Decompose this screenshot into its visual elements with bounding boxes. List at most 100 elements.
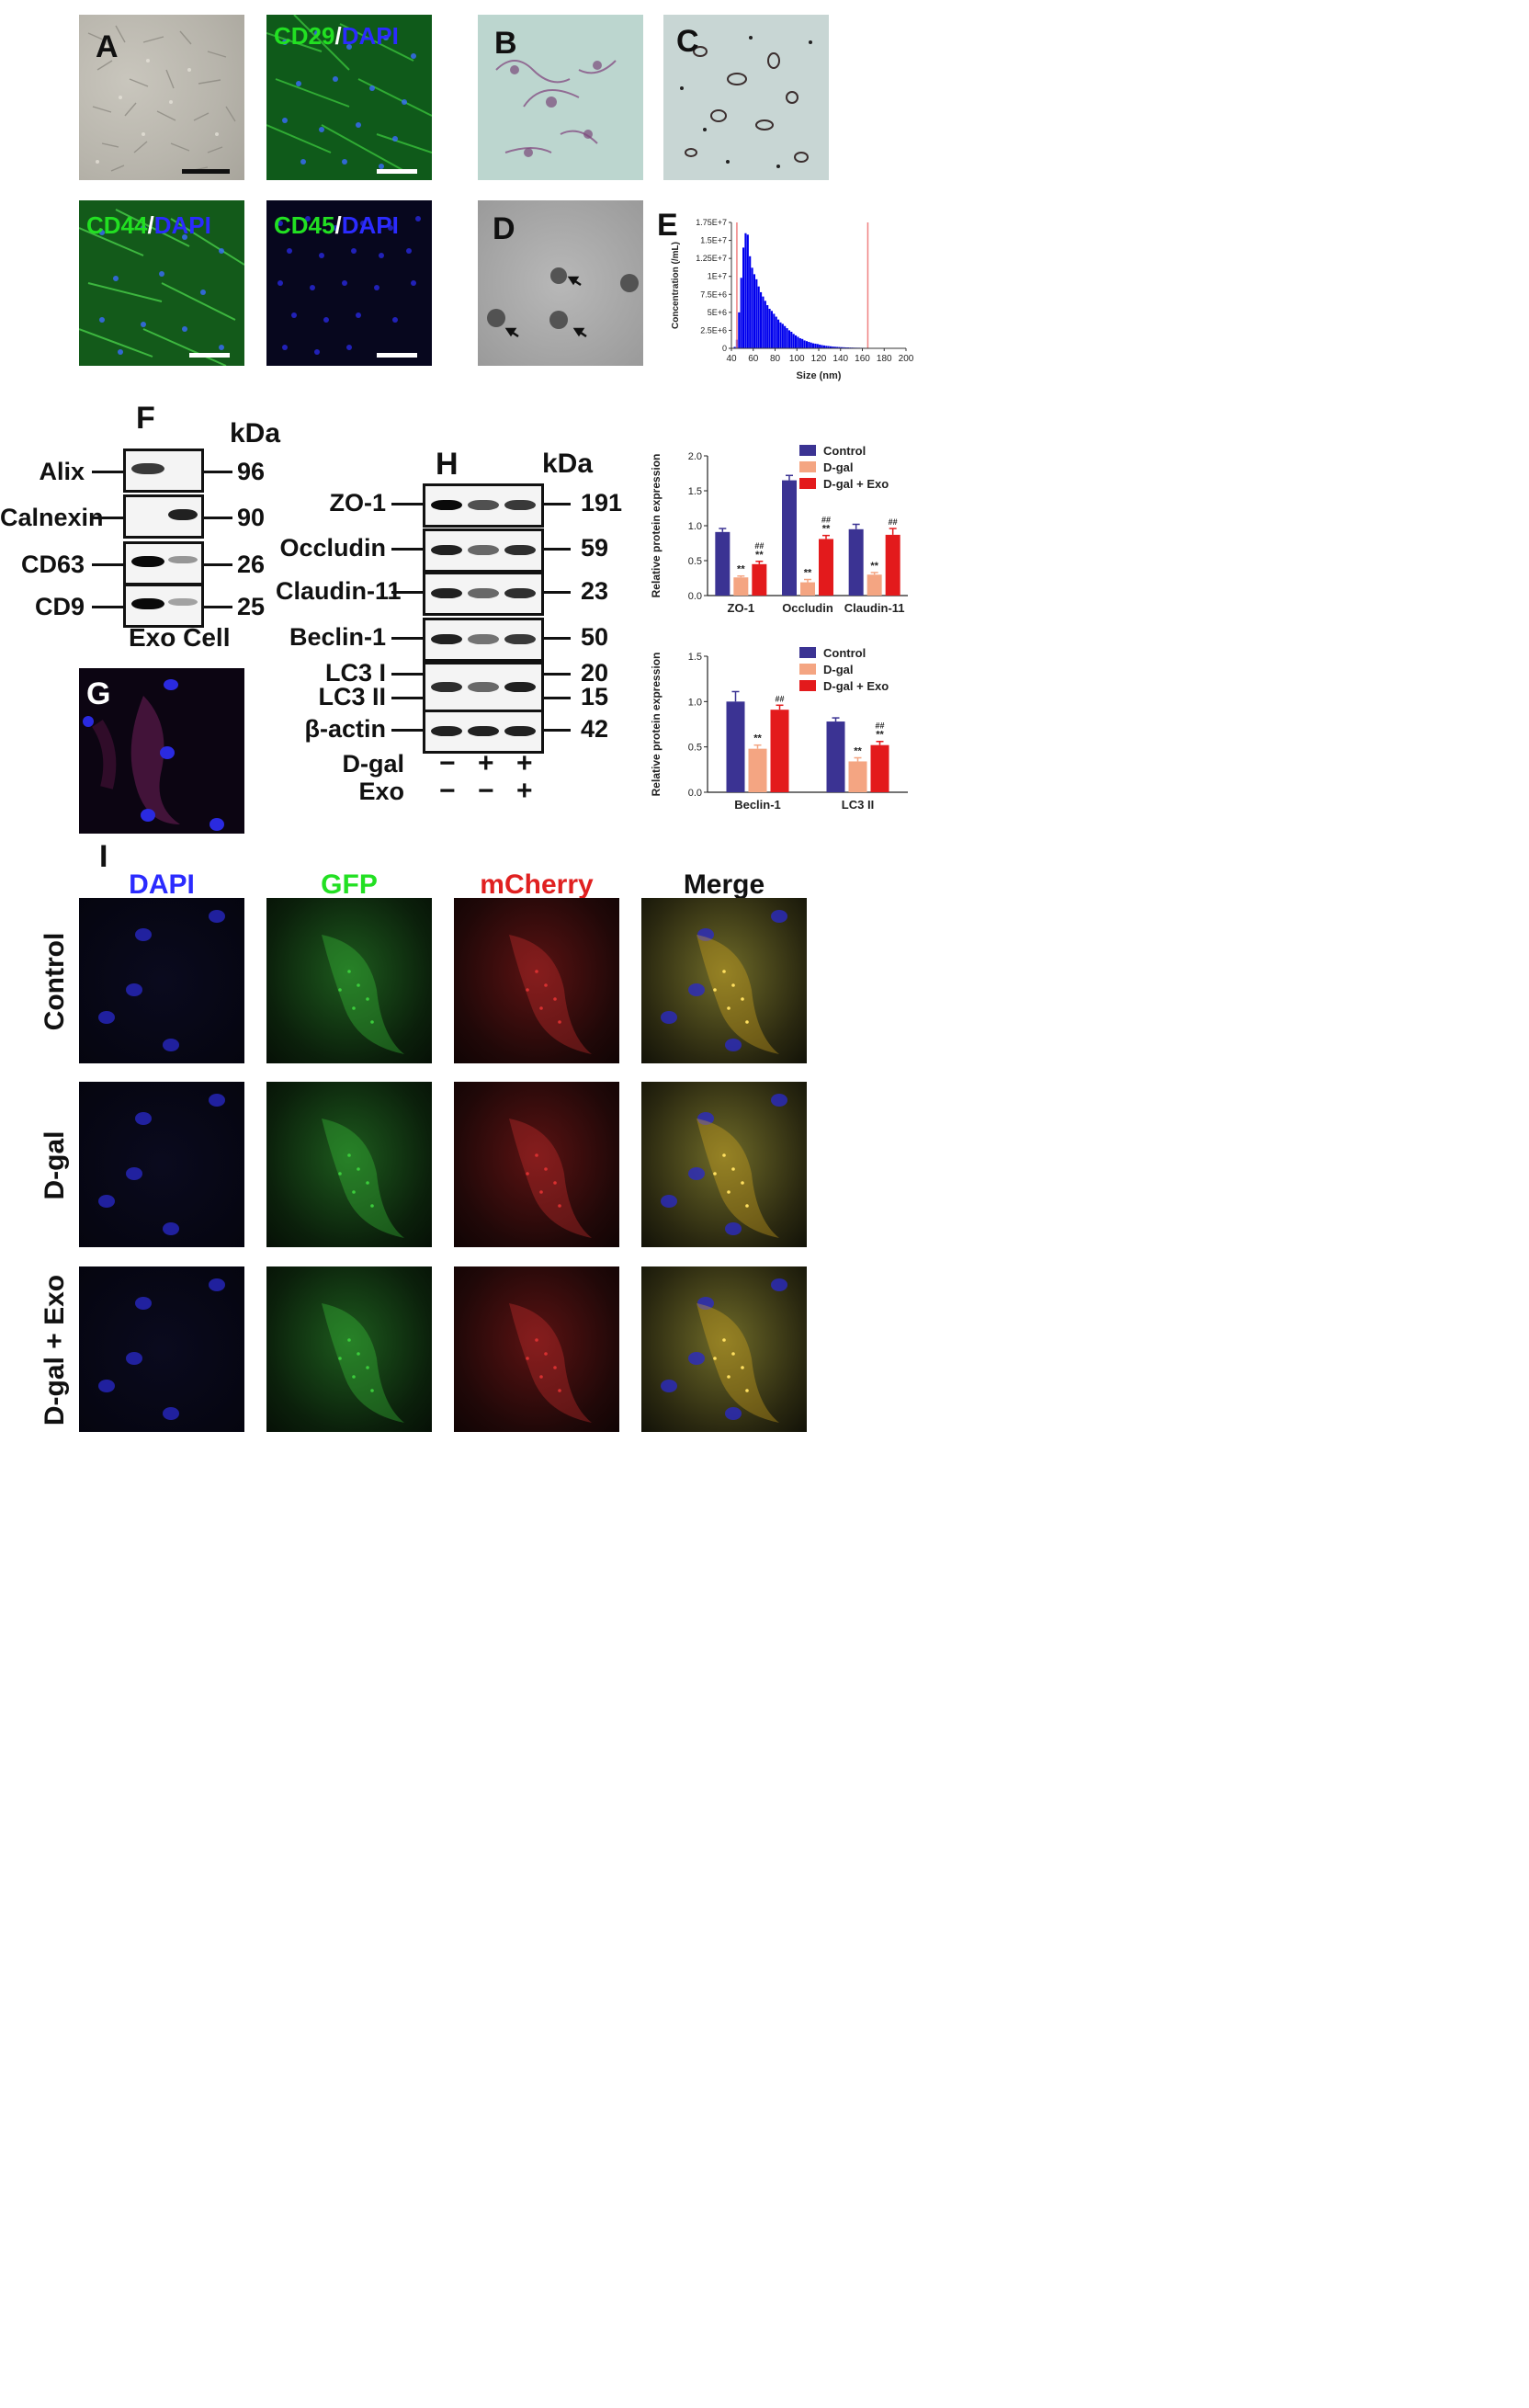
size-bar [746,234,749,348]
cell-body [322,1303,404,1423]
puncta [544,1167,548,1171]
size-bar [833,346,836,348]
legend-swatch [799,461,816,472]
cell-drawing [98,1094,225,1235]
blot-box [123,449,204,493]
y-tick-label: 0.0 [688,788,702,799]
nucleus [725,1407,742,1420]
y-tick-label: 1.5 [688,486,702,497]
nucleus [163,1407,179,1420]
puncta [366,1181,369,1185]
cell-drawing [322,935,404,1054]
treatment-sign: + [478,748,494,778]
size-bar [751,267,753,348]
protein-band [504,726,536,736]
blot-marker-line [391,729,423,732]
blot-marker-line [201,471,232,473]
blot-marker-line [391,673,423,676]
kda-header-h: kDa [542,449,594,479]
cell-drawing [661,910,787,1054]
cell-drawing [661,1278,787,1423]
blot-row-label: Claudin-11 [276,577,402,605]
puncta [535,1153,538,1157]
size-bar [822,345,826,348]
size-bar [738,312,741,348]
cell-body [697,1303,779,1423]
cell-body [509,1303,592,1423]
puncta [526,988,529,992]
nucleus [98,1195,115,1208]
lane-labels-f: Exo Cell [129,623,231,652]
protein-band [131,463,164,474]
blot-row-label: ZO-1 [329,489,386,517]
treatment-label: Exo [358,778,404,805]
blot-row-label: Occludin [279,534,386,562]
fluorescence-image [266,898,432,1063]
significance-mark: ## [775,694,784,703]
data-bar [800,582,815,596]
row-label: D-gal + Exo [40,1274,70,1426]
data-bar [826,721,845,792]
panel-label-i: I [99,839,108,874]
legend-label: D-gal + Exo [823,477,889,491]
significance-mark: ** [854,746,862,757]
puncta [347,970,351,973]
cd45-dapi-label: CD45/DAPI [274,213,399,237]
y-axis-label: Concentration (/mL) [671,242,681,329]
fluorescence-image [79,1266,244,1432]
blot-marker-line [92,517,123,519]
protein-band [468,500,499,510]
legend-label: Control [823,646,866,660]
puncta [558,1389,561,1392]
puncta [535,970,538,973]
protein-band [504,545,536,555]
y-tick-label: 7.5E+6 [700,290,727,299]
scale-bar [189,353,230,358]
nucleus [126,1352,142,1365]
puncta [366,1366,369,1369]
panel-label-b: B [494,26,517,61]
category-label: ZO-1 [728,601,755,615]
protein-band [431,545,462,555]
kda-value: 42 [581,715,609,743]
fluorescence-image [641,898,807,1063]
column-header: GFP [321,869,378,900]
x-tick-label: 80 [770,354,781,364]
column-header: Merge [683,869,765,900]
cd29-marker: CD29 [274,22,335,50]
nucleus [209,910,225,923]
blot-row-label: Alix [39,458,85,485]
legend-label: D-gal [823,663,854,676]
protein-band [504,588,536,598]
protein-band [431,634,462,644]
puncta [370,1020,374,1024]
blot-marker-line [541,591,571,594]
puncta [338,988,342,992]
fluorescence-image [266,1266,432,1432]
size-bar [770,311,774,348]
puncta [722,1153,726,1157]
puncta [544,983,548,987]
cd44-immunofluorescence-image [79,200,244,366]
protein-band [468,634,499,644]
y-tick-label: 1.25E+7 [696,254,727,263]
x-tick-label: 100 [789,354,805,364]
cd45-immunofluorescence-image [266,200,432,366]
adipogenic-staining-image [478,15,643,180]
panel-label-d: D [493,211,515,246]
y-tick-label: 0.5 [688,556,702,567]
y-tick-label: 1.5E+7 [700,236,727,245]
protein-band [468,726,499,736]
puncta [539,1375,543,1379]
significance-mark: ** [876,730,884,741]
cd44-dapi-label: CD44/DAPI [86,213,211,237]
puncta [731,983,735,987]
nucleus [697,1112,714,1125]
nta-size-distribution-chart: 0 2.5E+6 5E+6 7.5E+6 1E+7 1.25E+7 1.5E+7 1.75E+… [671,218,914,381]
puncta [535,1338,538,1342]
blot-marker-line [92,606,123,608]
puncta [741,1366,744,1369]
cell-body [509,1119,592,1238]
data-bar [715,531,731,596]
tem-exosome-image [478,200,643,366]
